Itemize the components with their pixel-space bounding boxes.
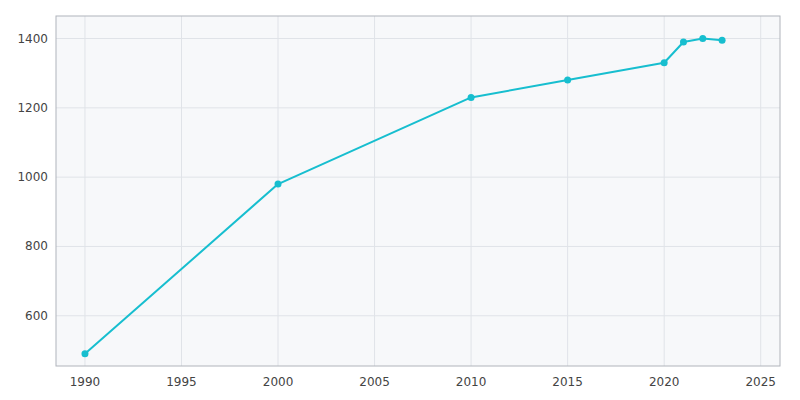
y-grid-line [56, 38, 780, 39]
x-tick-label: 2020 [649, 375, 680, 389]
plot-frame [56, 16, 780, 366]
data-point [699, 35, 706, 42]
chart-svg: 1990 1995 2000 2005 2010 2015 2020 2025 600 800 10… [0, 0, 800, 400]
x-tick-label: 2015 [552, 375, 583, 389]
y-grid-line [56, 107, 780, 108]
x-grid-line [664, 16, 665, 366]
chart-container: 1990 1995 2000 2005 2010 2015 2020 2025 600 800 10… [0, 0, 800, 400]
grid [56, 16, 780, 366]
x-grid-line [181, 16, 182, 366]
x-grid-line [471, 16, 472, 366]
x-tick-label: 1995 [166, 375, 197, 389]
y-tick-label: 600 [25, 309, 48, 323]
x-grid-line [84, 16, 85, 366]
x-tick-label: 2025 [745, 375, 776, 389]
tick-labels: 1990 1995 2000 2005 2010 2015 2020 2025 600 800 10… [17, 32, 776, 389]
y-tick-label: 800 [25, 239, 48, 253]
x-grid-line [374, 16, 375, 366]
data-line [85, 39, 722, 354]
data-group [81, 35, 725, 357]
data-point [81, 350, 88, 357]
y-grid-line [56, 177, 780, 178]
data-point [661, 59, 668, 66]
x-tick-label: 2005 [359, 375, 390, 389]
x-grid-line [278, 16, 279, 366]
x-tick-label: 2010 [456, 375, 487, 389]
data-point [680, 38, 687, 45]
data-point [468, 94, 475, 101]
y-grid-line [56, 315, 780, 316]
x-grid-line [567, 16, 568, 366]
y-tick-label: 1000 [17, 170, 48, 184]
x-grid-line [760, 16, 761, 366]
y-tick-label: 1400 [17, 32, 48, 46]
plot-background [56, 16, 780, 366]
y-grid-line [56, 246, 780, 247]
x-tick-label: 2000 [263, 375, 294, 389]
x-tick-label: 1990 [70, 375, 101, 389]
data-point [275, 181, 282, 188]
y-tick-label: 1200 [17, 101, 48, 115]
data-point [564, 77, 571, 84]
data-point [719, 37, 726, 44]
